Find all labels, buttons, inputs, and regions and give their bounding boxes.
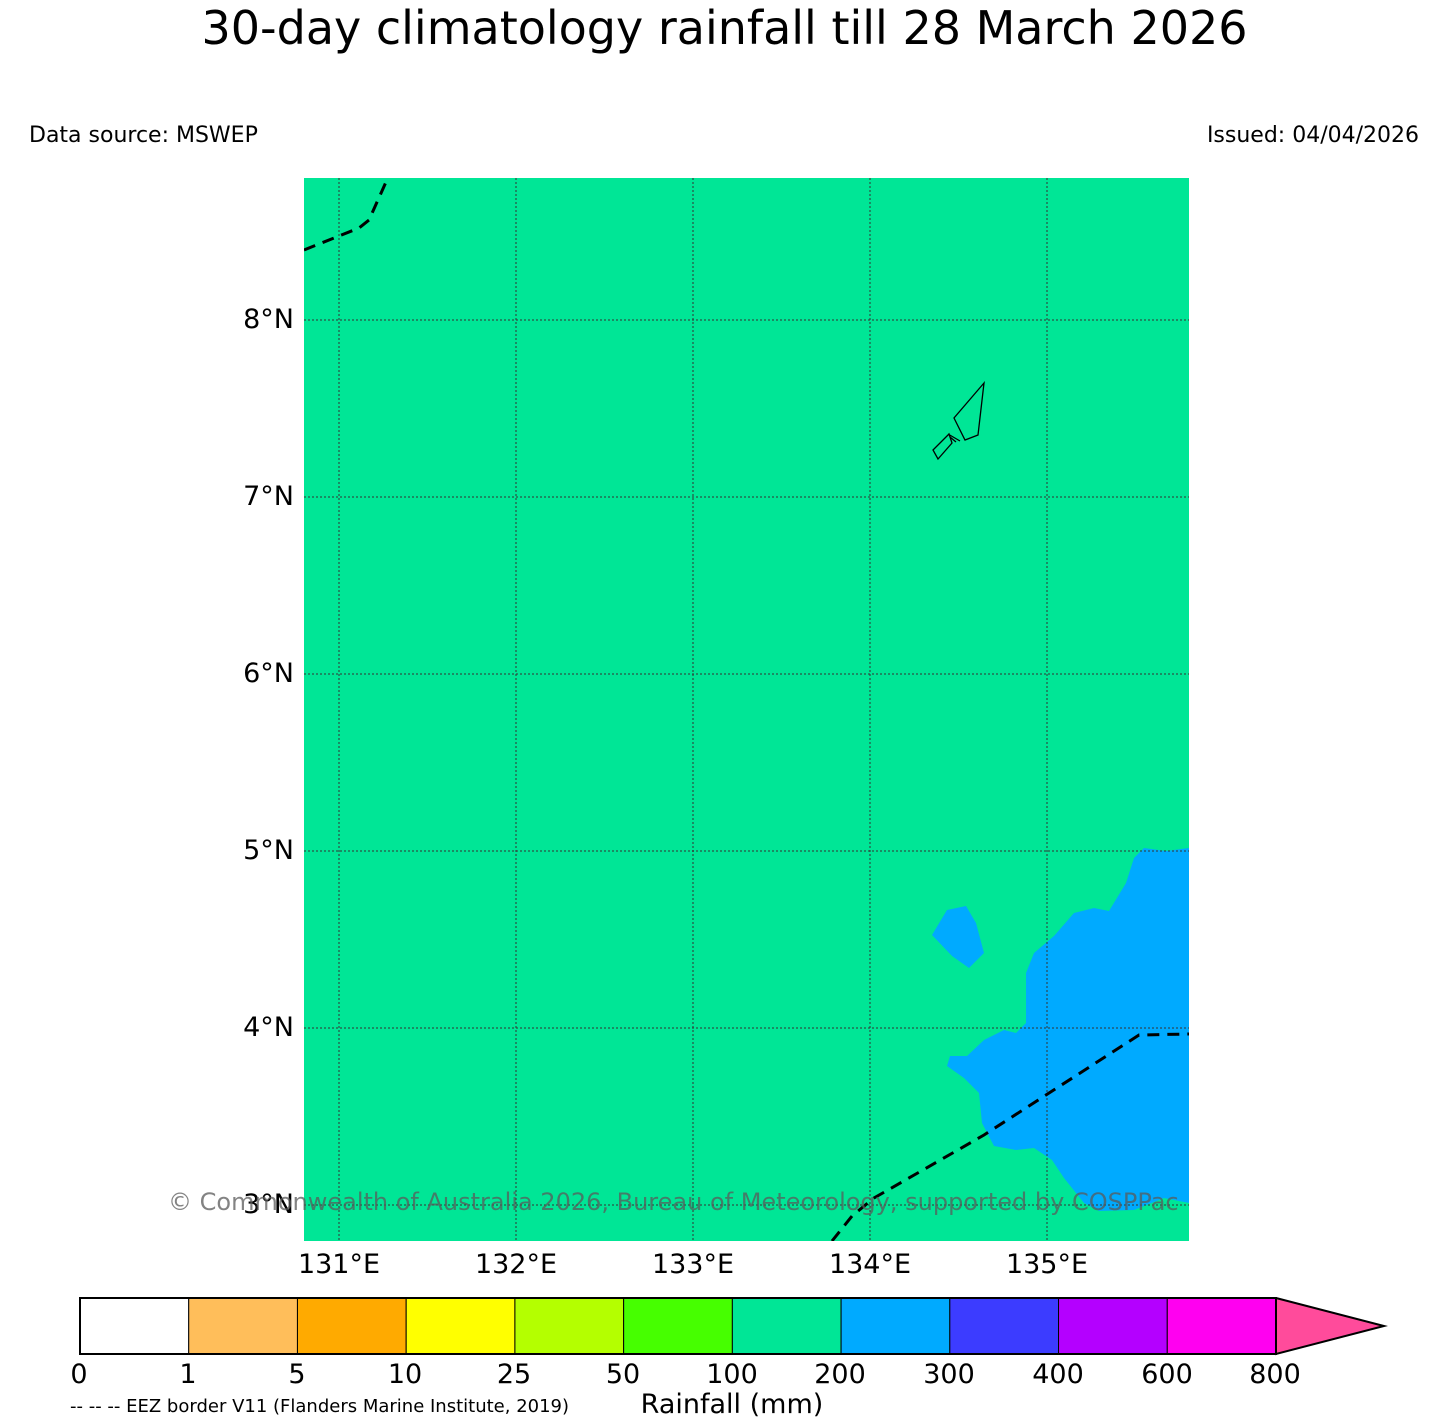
eez-border (304, 181, 1189, 1241)
colorbar-cell (1058, 1297, 1168, 1355)
map-title: 30-day climatology rainfall till 28 Marc… (201, 1, 1248, 55)
lat-label: 6°N (243, 658, 294, 689)
colorbar-tick: 400 (1032, 1359, 1084, 1390)
lat-label: 5°N (243, 835, 294, 866)
colorbar-tick: 25 (496, 1359, 532, 1390)
colorbar-tick: 800 (1249, 1359, 1301, 1390)
colorbar-cell (623, 1297, 733, 1355)
colorbar-label: Rainfall (mm) (640, 1389, 824, 1420)
lon-label: 135°E (1005, 1249, 1089, 1280)
colorbar-cell (188, 1297, 298, 1355)
colorbar-tick: 200 (814, 1359, 866, 1390)
colorbar-cell (514, 1297, 625, 1355)
colorbar-cell (840, 1297, 951, 1355)
colorbar-tick: 600 (1141, 1359, 1193, 1390)
colorbar-tick: 50 (605, 1359, 641, 1390)
lon-label: 131°E (297, 1249, 381, 1280)
colorbar-extend-arrow (1275, 1297, 1388, 1356)
colorbar-cell (731, 1297, 842, 1355)
colorbar-tick: 0 (70, 1359, 88, 1390)
graticule (304, 178, 1189, 1241)
colorbar-cell (405, 1297, 516, 1355)
eez-legend-note: -- -- -- EEZ border V11 (Flanders Marine… (70, 1396, 570, 1417)
colorbar-tick: 10 (387, 1359, 423, 1390)
colorbar-cell (296, 1297, 407, 1355)
issued-date: Issued: 04/04/2026 (1206, 123, 1419, 148)
lat-label: 4°N (243, 1012, 294, 1043)
lon-label: 133°E (651, 1249, 735, 1280)
colorbar-cell (79, 1297, 190, 1355)
lat-label: 7°N (243, 481, 294, 512)
rainfall-field-300-400 (947, 848, 1189, 1211)
colorbar (79, 1297, 1388, 1356)
lat-label: 8°N (243, 304, 294, 335)
colorbar-tick: 1 (179, 1359, 197, 1390)
lat-label: 3°N (243, 1189, 294, 1220)
rainfall-patch-300-400 (932, 906, 984, 968)
data-source: Data source: MSWEP (29, 123, 258, 148)
rainfall-map (304, 178, 1189, 1241)
island-outline (932, 380, 985, 461)
colorbar-cell (949, 1297, 1060, 1355)
copyright-watermark: © Commonwealth of Australia 2026, Bureau… (168, 1188, 1179, 1216)
lon-label: 132°E (474, 1249, 558, 1280)
lon-label: 134°E (828, 1249, 912, 1280)
colorbar-cell (1166, 1297, 1277, 1355)
colorbar-tick: 100 (706, 1359, 758, 1390)
colorbar-tick: 300 (923, 1359, 975, 1390)
colorbar-tick: 5 (288, 1359, 306, 1390)
